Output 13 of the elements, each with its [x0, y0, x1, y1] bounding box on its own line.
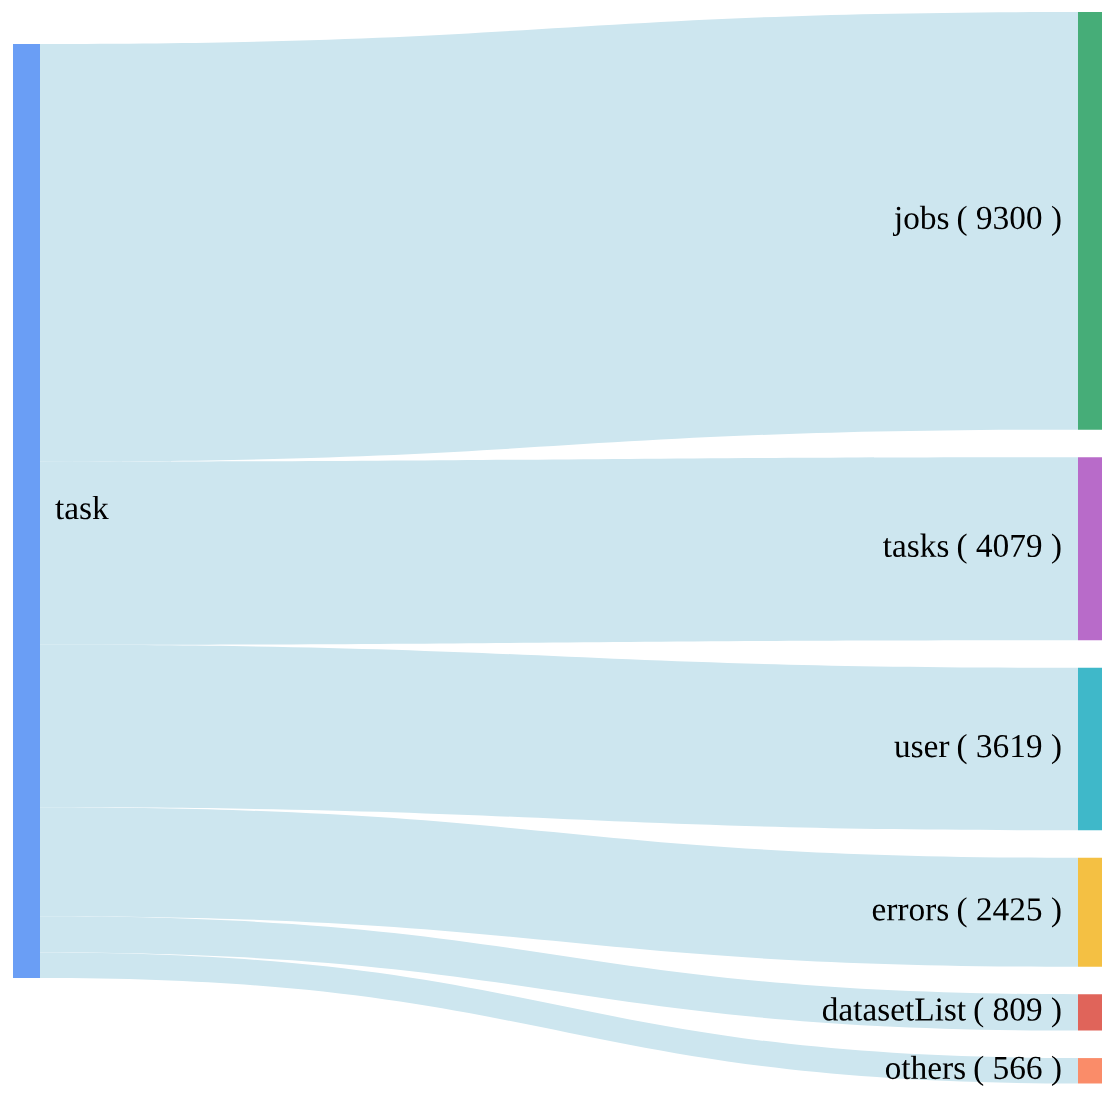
category-label: jobs — [892, 205, 949, 236]
data-label: ( 9300 ) — [957, 205, 1061, 236]
category-label: errors — [872, 904, 949, 921]
category-label: datasetList — [822, 997, 966, 1021]
data-label: ( 566 ) — [974, 1055, 1061, 1086]
data-label: ( 4079 ) — [957, 533, 1061, 564]
text: task — [55, 495, 109, 520]
category-label: user — [894, 741, 950, 758]
data-label: ( 2425 ) — [957, 897, 1061, 928]
category-label: tasks — [883, 533, 949, 558]
data-label: ( 3619 ) — [957, 733, 1061, 765]
data-label: ( 809 ) — [974, 997, 1061, 1028]
category-label: others — [885, 1055, 965, 1080]
